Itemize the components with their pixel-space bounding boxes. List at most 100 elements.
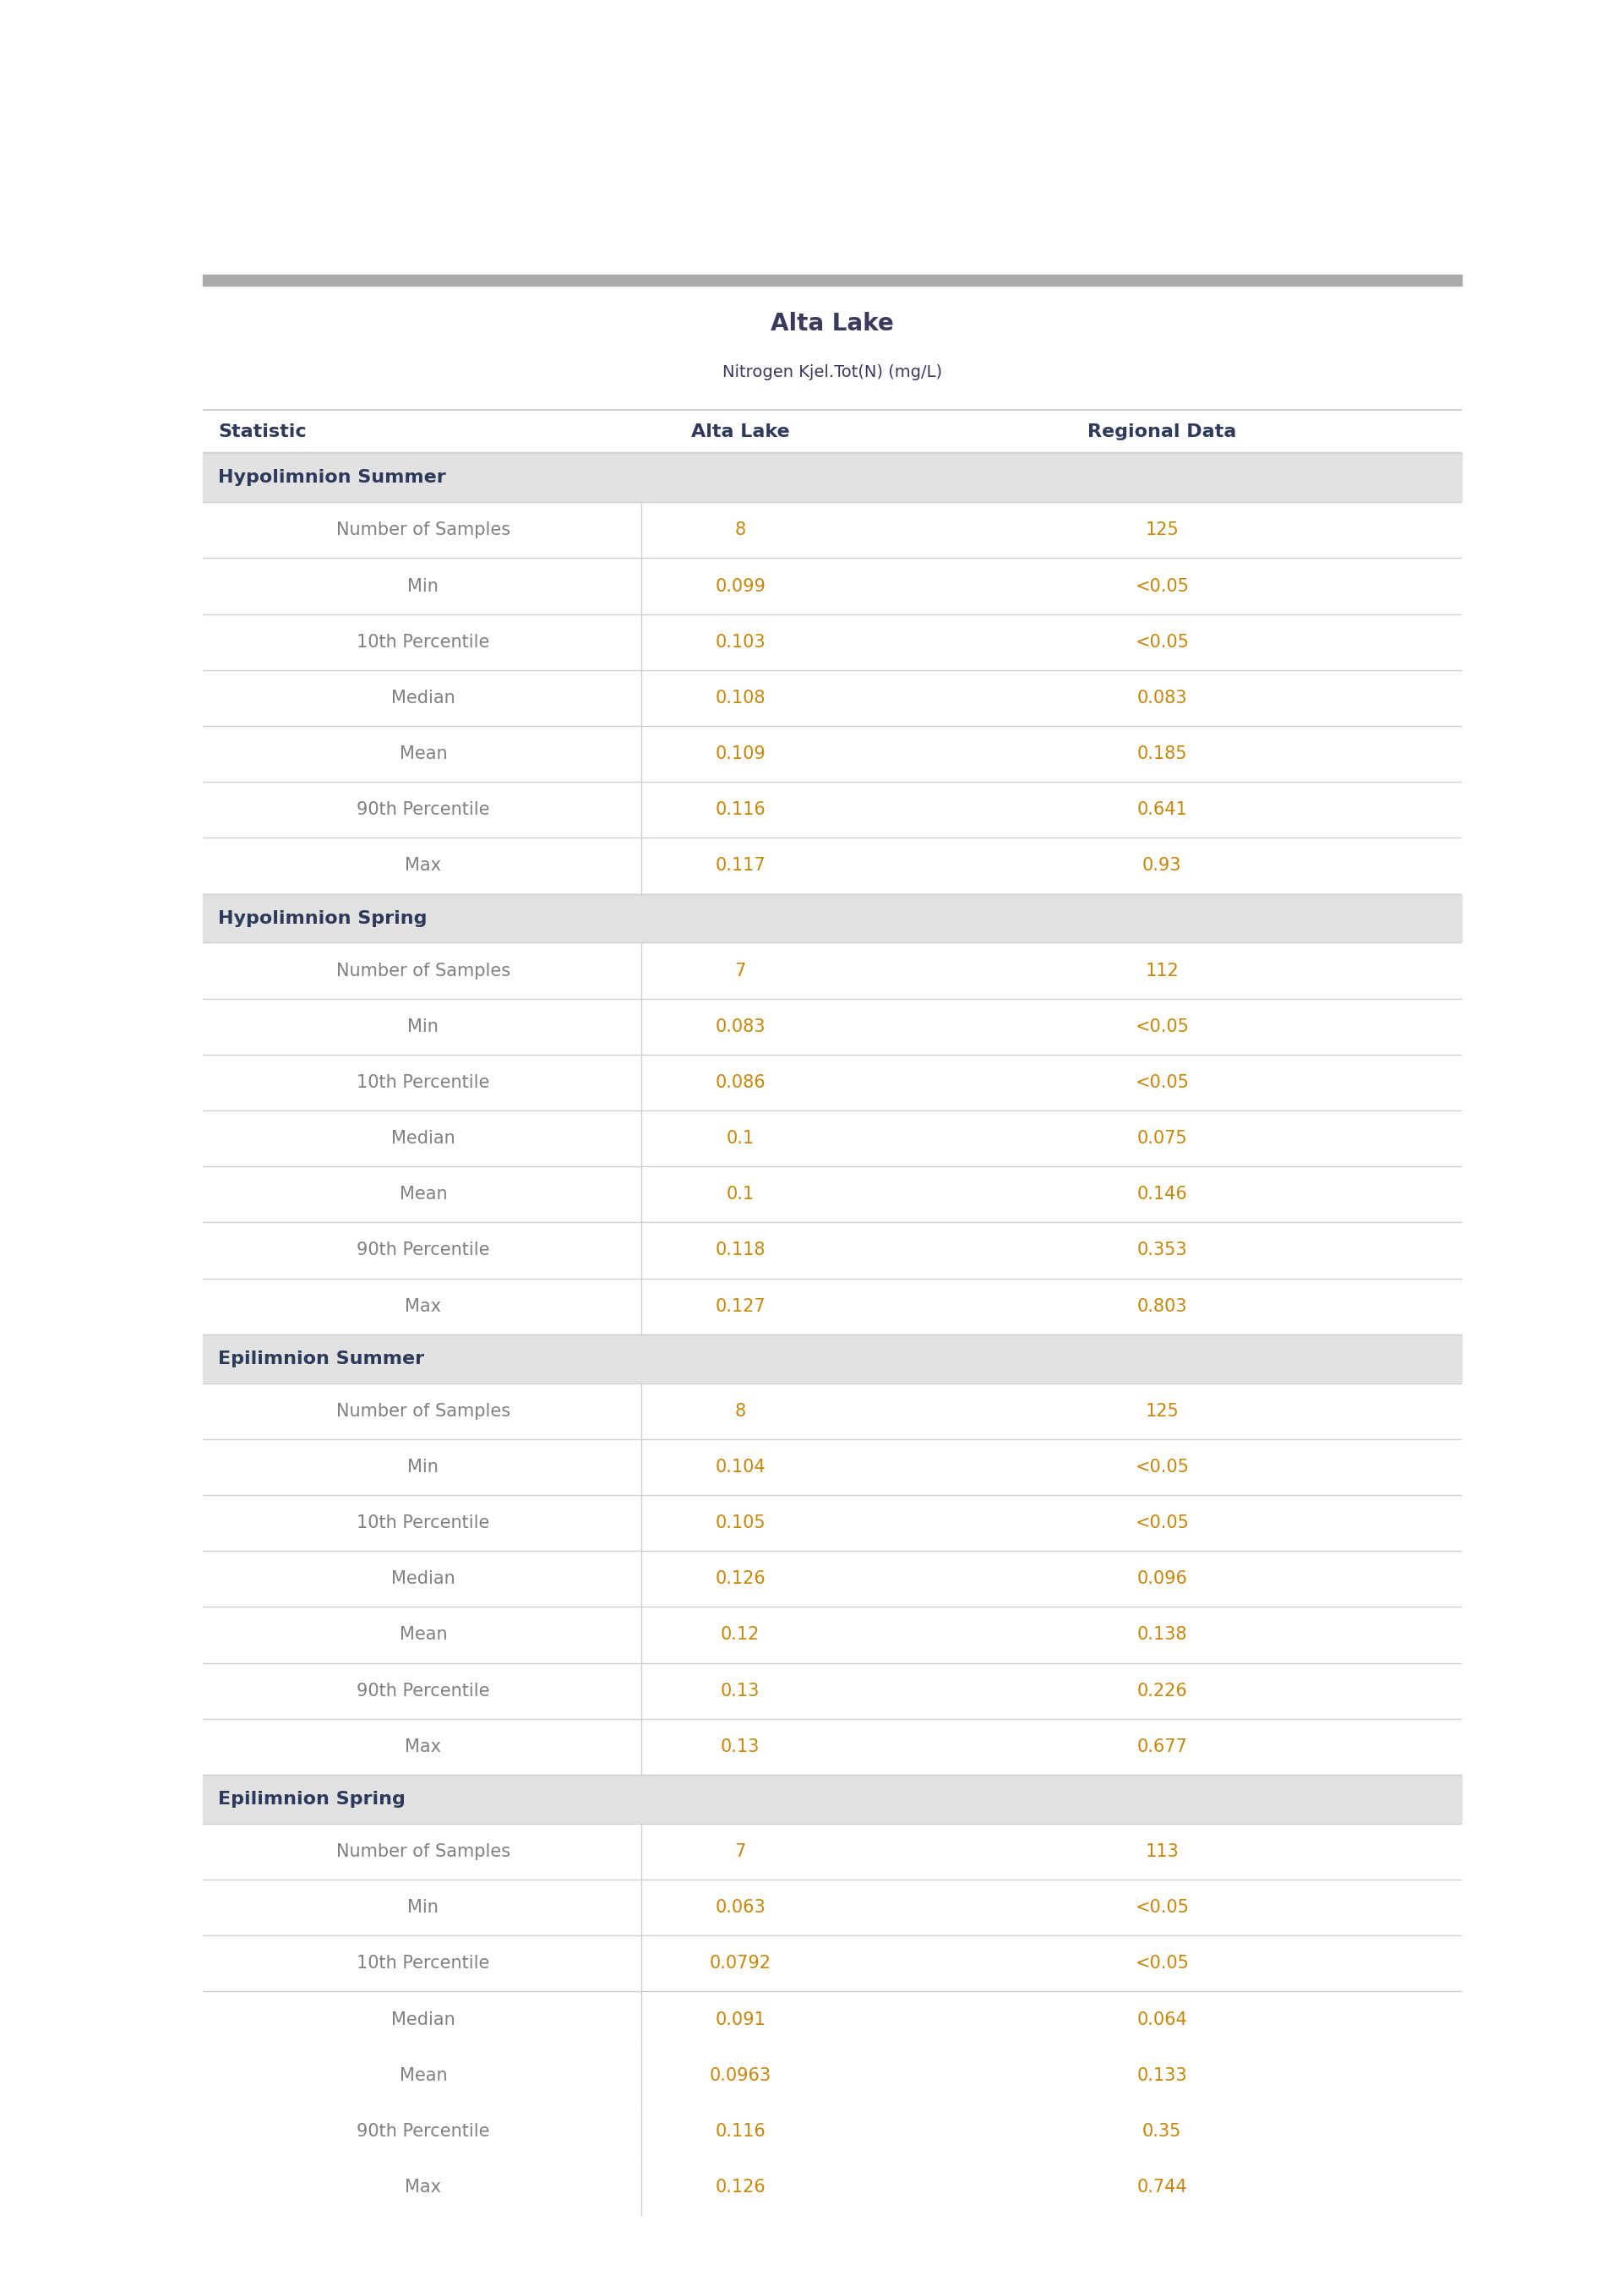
Text: <0.05: <0.05	[1135, 1074, 1189, 1092]
Text: Max: Max	[404, 2179, 442, 2195]
Bar	[203, 1664, 1462, 1718]
Text: 10th Percentile: 10th Percentile	[357, 1514, 490, 1532]
Text: Epilimnion Spring: Epilimnion Spring	[218, 1791, 406, 1807]
Bar	[203, 1823, 1462, 1880]
Text: Regional Data: Regional Data	[1088, 422, 1236, 440]
Text: 0.086: 0.086	[715, 1074, 765, 1092]
Text: 0.105: 0.105	[715, 1514, 765, 1532]
Text: Number of Samples: Number of Samples	[336, 962, 510, 978]
Text: 0.103: 0.103	[715, 633, 765, 651]
Bar	[203, 2104, 1462, 2159]
Text: 0.13: 0.13	[721, 1682, 760, 1700]
Text: 7: 7	[734, 962, 745, 978]
Bar	[203, 1991, 1462, 2048]
Bar	[203, 1167, 1462, 1221]
Bar	[203, 999, 1462, 1056]
Text: 0.126: 0.126	[715, 1571, 765, 1587]
Text: Epilimnion Summer: Epilimnion Summer	[218, 1351, 424, 1367]
Text: Median: Median	[391, 690, 455, 706]
Text: Hypolimnion Spring: Hypolimnion Spring	[218, 910, 427, 926]
Bar	[203, 558, 1462, 615]
Text: 0.803: 0.803	[1137, 1298, 1187, 1314]
Text: 0.744: 0.744	[1137, 2179, 1187, 2195]
Text: 90th Percentile: 90th Percentile	[357, 2122, 490, 2141]
Text: 0.146: 0.146	[1137, 1185, 1187, 1203]
Text: Mean: Mean	[400, 1185, 447, 1203]
Text: <0.05: <0.05	[1135, 1019, 1189, 1035]
Text: 0.138: 0.138	[1137, 1625, 1187, 1643]
Bar	[203, 894, 1462, 942]
Text: Hypolimnion Summer: Hypolimnion Summer	[218, 470, 447, 486]
Text: Alta Lake: Alta Lake	[771, 311, 893, 336]
Bar	[203, 1382, 1462, 1439]
Text: Min: Min	[408, 1900, 438, 1916]
Text: 0.133: 0.133	[1137, 2068, 1187, 2084]
Text: 0.091: 0.091	[715, 2011, 765, 2027]
Text: 0.1: 0.1	[726, 1130, 755, 1146]
Text: <0.05: <0.05	[1135, 1460, 1189, 1476]
Bar	[203, 2159, 1462, 2216]
Bar	[203, 1775, 1462, 1823]
Text: 90th Percentile: 90th Percentile	[357, 1242, 490, 1260]
Text: 0.099: 0.099	[715, 577, 767, 595]
Text: 0.185: 0.185	[1137, 745, 1187, 763]
Text: 113: 113	[1145, 1843, 1179, 1859]
Text: 0.13: 0.13	[721, 1739, 760, 1755]
Text: 0.93: 0.93	[1142, 858, 1182, 874]
Bar	[203, 1110, 1462, 1167]
Text: <0.05: <0.05	[1135, 577, 1189, 595]
Text: Max: Max	[404, 858, 442, 874]
Text: Median: Median	[391, 1130, 455, 1146]
Bar	[203, 670, 1462, 726]
Bar	[203, 1607, 1462, 1664]
Text: Median: Median	[391, 1571, 455, 1587]
Text: 0.096: 0.096	[1137, 1571, 1187, 1587]
Text: 0.109: 0.109	[715, 745, 765, 763]
Text: 90th Percentile: 90th Percentile	[357, 1682, 490, 1700]
Bar	[203, 615, 1462, 670]
Bar	[203, 1056, 1462, 1110]
Text: 0.35: 0.35	[1142, 2122, 1182, 2141]
Text: 125: 125	[1145, 1403, 1179, 1419]
Text: Max: Max	[404, 1739, 442, 1755]
Text: Max: Max	[404, 1298, 442, 1314]
Text: 8: 8	[736, 1403, 745, 1419]
Bar	[203, 275, 1462, 286]
Text: 0.12: 0.12	[721, 1625, 760, 1643]
Text: Number of Samples: Number of Samples	[336, 1403, 510, 1419]
Text: 0.063: 0.063	[715, 1900, 765, 1916]
Text: 0.641: 0.641	[1137, 801, 1187, 817]
Text: <0.05: <0.05	[1135, 1954, 1189, 1973]
Text: Number of Samples: Number of Samples	[336, 522, 510, 538]
Bar	[203, 1335, 1462, 1382]
Text: Number of Samples: Number of Samples	[336, 1843, 510, 1859]
Bar	[203, 1439, 1462, 1496]
Text: 0.226: 0.226	[1137, 1682, 1187, 1700]
Bar	[203, 454, 1462, 502]
Bar	[203, 726, 1462, 781]
Text: Min: Min	[408, 577, 438, 595]
Bar	[203, 1718, 1462, 1775]
Text: <0.05: <0.05	[1135, 633, 1189, 651]
Text: 10th Percentile: 10th Percentile	[357, 1074, 490, 1092]
Bar	[203, 1221, 1462, 1278]
Text: 0.083: 0.083	[715, 1019, 765, 1035]
Bar	[203, 781, 1462, 838]
Bar	[203, 2048, 1462, 2104]
Text: 0.677: 0.677	[1137, 1739, 1187, 1755]
Text: 8: 8	[736, 522, 745, 538]
Text: Alta Lake: Alta Lake	[692, 422, 789, 440]
Text: 10th Percentile: 10th Percentile	[357, 1954, 490, 1973]
Text: Mean: Mean	[400, 745, 447, 763]
Text: 0.083: 0.083	[1137, 690, 1187, 706]
Text: Mean: Mean	[400, 2068, 447, 2084]
Text: 112: 112	[1145, 962, 1179, 978]
Text: 0.118: 0.118	[715, 1242, 765, 1260]
Text: 0.126: 0.126	[715, 2179, 765, 2195]
Bar	[203, 1880, 1462, 1936]
Text: 0.127: 0.127	[715, 1298, 765, 1314]
Bar	[203, 1936, 1462, 1991]
Text: <0.05: <0.05	[1135, 1514, 1189, 1532]
Text: 0.0963: 0.0963	[710, 2068, 771, 2084]
Bar	[203, 942, 1462, 999]
